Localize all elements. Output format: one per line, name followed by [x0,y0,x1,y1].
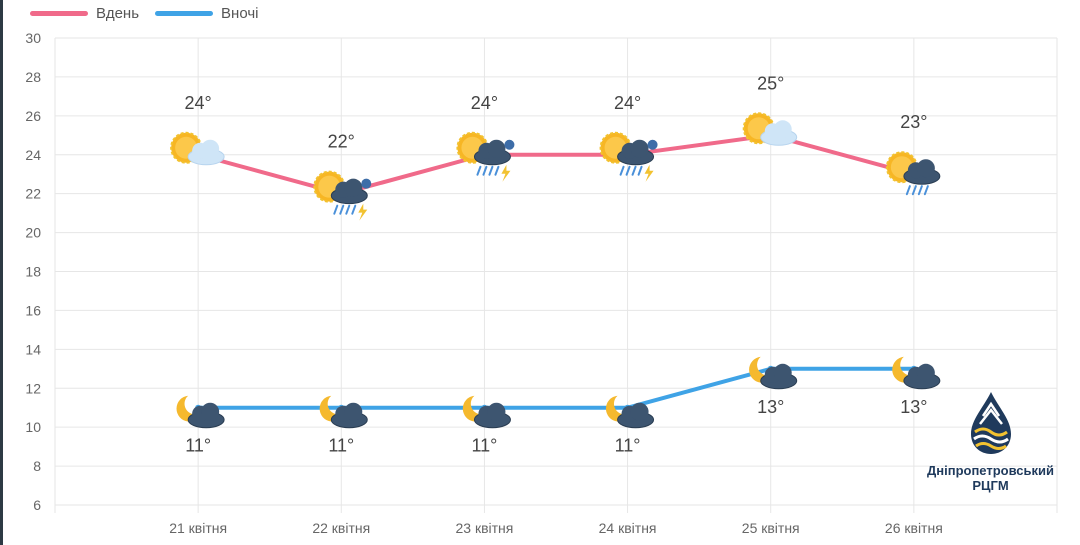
data-label: 13° [757,397,784,417]
logo-line2: РЦГМ [972,478,1009,493]
sun-thunderstorm-icon [313,170,372,221]
moon-cloud-icon [892,356,941,390]
y-tick-label: 6 [33,497,41,513]
left-edge-border [0,0,3,545]
data-label: 24° [614,93,641,113]
data-label: 23° [900,112,927,132]
y-tick-label: 26 [25,108,41,124]
moon-cloud-icon [319,395,368,429]
data-label: 13° [900,397,927,417]
y-tick-label: 20 [25,225,41,241]
sun-thunderstorm-icon [599,131,658,182]
moon-cloud-icon [605,395,655,429]
legend-swatch-night [155,11,214,16]
moon-cloud-icon [462,395,511,429]
legend-swatch-day [30,11,88,16]
y-tick-label: 30 [25,30,41,46]
y-tick-label: 24 [25,147,41,163]
data-label: 11° [615,436,641,456]
legend-label-day: Вдень [96,5,140,22]
y-tick-label: 10 [25,419,41,435]
x-tick-label: 24 квітня [599,520,657,536]
y-tick-label: 14 [25,341,41,357]
y-tick-label: 8 [33,458,41,474]
sun-rain-icon [885,151,941,196]
moon-cloud-icon [176,395,225,429]
water-drop-logo-icon [970,392,1011,454]
x-tick-label: 22 квітня [312,520,370,536]
legend-label-night: Вночі [221,5,259,22]
data-label: 24° [471,93,498,113]
data-label: 11° [328,436,354,456]
logo: Дніпропетровський РЦГМ [918,388,1063,493]
x-tick-label: 26 квітня [885,520,943,536]
y-tick-label: 22 [25,186,41,202]
sun-cloud-icon [742,112,798,146]
legend-item-day[interactable]: Вдень [30,5,139,22]
logo-line1: Дніпропетровський [927,463,1054,478]
legend-item-night[interactable]: Вночі [155,5,258,22]
y-tick-label: 16 [25,302,41,318]
y-tick-label: 28 [25,69,41,85]
data-label: 11° [185,436,211,456]
legend: Вдень Вночі [30,5,258,22]
data-label: 25° [757,73,784,93]
series-line-day [197,133,915,196]
data-label: 11° [471,436,497,456]
x-tick-label: 21 квітня [169,520,227,536]
x-tick-label: 23 квітня [455,520,513,536]
data-label: 22° [328,132,355,152]
moon-cloud-icon [749,356,798,390]
y-tick-label: 12 [25,380,41,396]
sun-thunderstorm-icon [456,131,515,182]
x-tick-label: 25 квітня [742,520,800,536]
sun-cloud-icon [170,131,225,166]
y-tick-label: 18 [25,264,41,280]
series-line-night [198,366,914,410]
data-label: 24° [185,93,212,113]
